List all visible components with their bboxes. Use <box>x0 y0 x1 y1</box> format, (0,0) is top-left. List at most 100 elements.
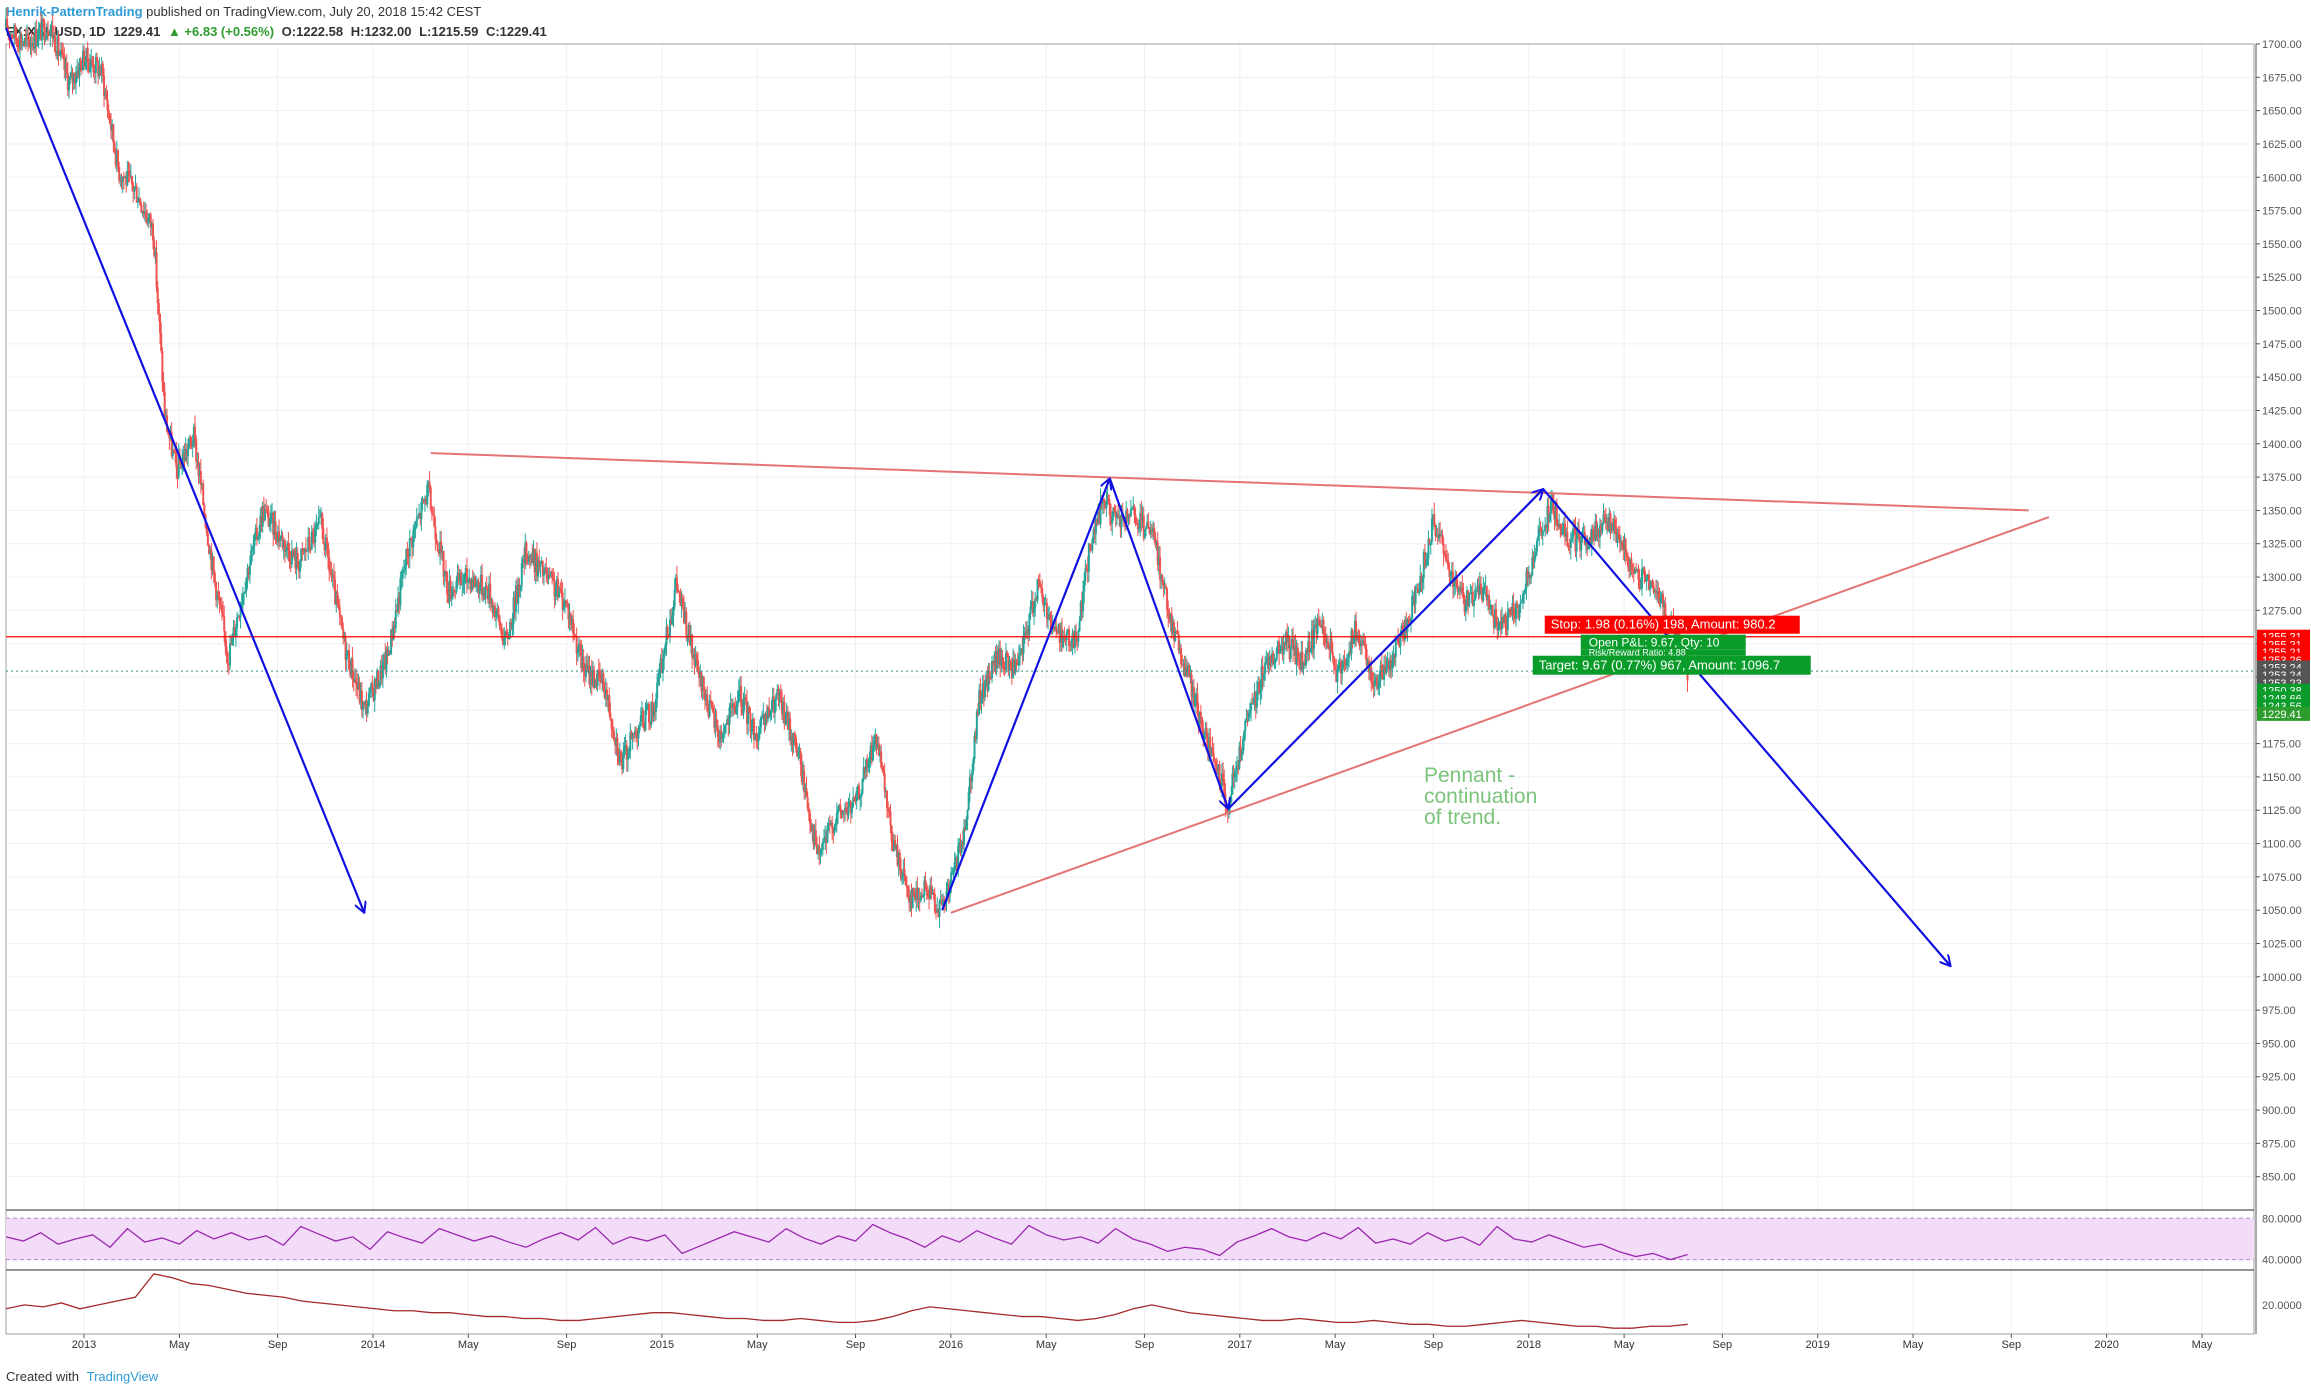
candle-body <box>324 537 327 551</box>
tradingview-logo[interactable]: TradingView <box>86 1369 159 1384</box>
candle-body <box>544 567 547 574</box>
candle-body <box>628 751 631 758</box>
candle-body <box>865 759 868 772</box>
candle-body <box>328 557 331 572</box>
candle-body <box>978 689 981 715</box>
candle-body <box>546 572 549 579</box>
candle-body <box>827 823 830 826</box>
candle-body <box>656 682 659 700</box>
candle-body <box>1239 746 1242 761</box>
candle-body <box>925 890 928 892</box>
candle-body <box>98 68 101 77</box>
candle-body <box>29 44 32 47</box>
candle-body <box>692 655 695 658</box>
candle-body <box>1535 540 1538 552</box>
candle-body <box>1311 629 1314 649</box>
candle-body <box>106 99 109 111</box>
candle-body <box>1593 531 1596 540</box>
candle-body <box>1374 676 1377 681</box>
candle-body <box>1000 657 1003 666</box>
candle-body <box>175 453 178 468</box>
candle-body <box>943 899 946 902</box>
candle-body <box>1590 529 1593 545</box>
candle-body <box>770 709 773 713</box>
candle-body <box>1301 652 1304 669</box>
candle-body <box>1498 621 1501 626</box>
candle-body <box>1177 634 1180 651</box>
candle-body <box>765 713 768 720</box>
candle-body <box>225 646 228 653</box>
candle-body <box>99 68 102 75</box>
rsi-tick-label: 80.0000 <box>2262 1213 2302 1225</box>
candle-body <box>1397 638 1400 645</box>
candle-body <box>146 218 149 224</box>
candle-body <box>1379 664 1382 681</box>
candle-body <box>757 732 760 742</box>
candle-body <box>352 679 355 683</box>
candle-body <box>240 603 243 609</box>
candle-body <box>16 39 19 48</box>
symbol-label[interactable]: FX:XAUUSD, 1D <box>6 24 106 39</box>
candle-body <box>117 149 120 167</box>
candle-body <box>44 38 47 41</box>
candle-body <box>755 733 758 738</box>
candle-body <box>432 513 435 515</box>
candle-body <box>1608 513 1611 532</box>
candle-body <box>411 538 414 548</box>
candle-body <box>689 634 692 645</box>
candle-body <box>752 718 755 740</box>
candle-body <box>1328 647 1331 650</box>
candle-body <box>1308 641 1311 653</box>
pennant-annotation: Pennant -continuation of trend. <box>1424 764 1537 829</box>
candle-body <box>1614 519 1617 527</box>
candle-body <box>553 580 556 597</box>
candle-body <box>828 823 831 826</box>
candle-body <box>700 672 703 692</box>
author-link[interactable]: Henrik-PatternTrading <box>6 4 143 19</box>
candle-body <box>622 751 625 770</box>
candle-body <box>998 648 1001 664</box>
candle-body <box>1183 664 1186 677</box>
candle-body <box>831 822 834 829</box>
ohlc-line: FX:XAUUSD, 1D 1229.41 ▲ +6.83 (+0.56%) O… <box>6 22 551 42</box>
candle-body <box>877 743 880 757</box>
candle-body <box>311 531 314 533</box>
candle-body <box>633 730 636 736</box>
candle-body <box>1385 666 1388 673</box>
candle-body <box>1532 557 1535 563</box>
candle-body <box>211 556 214 570</box>
candle-body <box>1600 525 1603 533</box>
candle-body <box>264 509 267 521</box>
candle-body <box>1342 660 1345 669</box>
candle-body <box>751 718 754 729</box>
candle-body <box>1646 574 1649 577</box>
candle-body <box>731 703 734 707</box>
candle-body <box>1318 620 1321 626</box>
candle-body <box>1321 619 1324 628</box>
candle-body <box>1293 645 1296 651</box>
candle-body <box>684 611 687 623</box>
candle-body <box>973 735 976 760</box>
candle-body <box>75 77 78 84</box>
candle-body <box>365 701 368 714</box>
candle-body <box>338 607 341 615</box>
candle-body <box>26 34 29 39</box>
candle-body <box>1089 543 1092 548</box>
candle-body <box>876 743 879 748</box>
candle-body <box>13 25 16 39</box>
candle-body <box>1586 538 1589 550</box>
candle-body <box>882 770 885 774</box>
candle-body <box>33 42 36 49</box>
candle-body <box>1457 588 1460 592</box>
candle-body <box>761 716 764 718</box>
candle-body <box>1155 541 1158 545</box>
candle-body <box>1316 619 1319 634</box>
candle-body <box>467 580 470 582</box>
candle-body <box>848 801 851 808</box>
candle-body <box>162 381 165 392</box>
candle-body <box>331 575 334 578</box>
candle-body <box>1317 619 1320 621</box>
candle-body <box>555 578 558 592</box>
price-tick-label: 1075.00 <box>2262 872 2302 884</box>
